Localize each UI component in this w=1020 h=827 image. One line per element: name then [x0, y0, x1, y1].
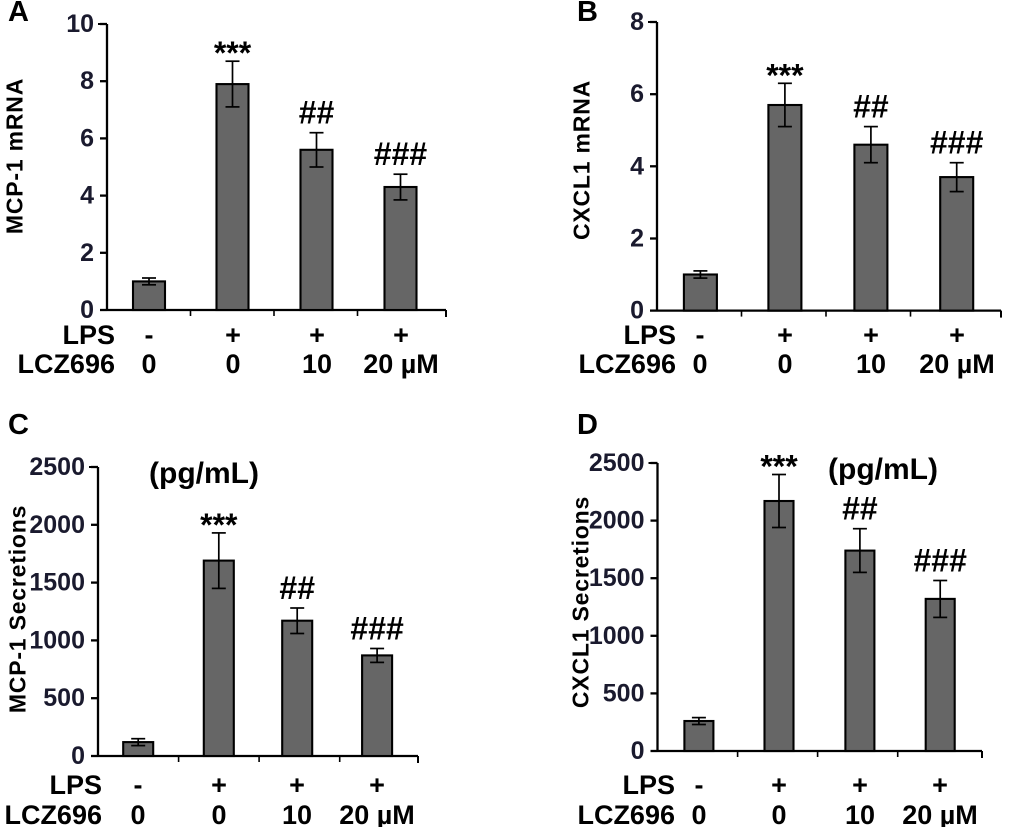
- svg-text:##: ##: [842, 491, 878, 527]
- svg-text:(pg/mL): (pg/mL): [828, 453, 938, 486]
- svg-text:2500: 2500: [589, 449, 645, 477]
- svg-text:1500: 1500: [589, 564, 645, 592]
- svg-text:0: 0: [631, 737, 645, 765]
- svg-text:1000: 1000: [589, 622, 645, 650]
- svg-text:###: ###: [914, 543, 968, 579]
- svg-text:500: 500: [603, 679, 645, 707]
- svg-text:***: ***: [760, 449, 798, 485]
- svg-text:2000: 2000: [589, 507, 645, 535]
